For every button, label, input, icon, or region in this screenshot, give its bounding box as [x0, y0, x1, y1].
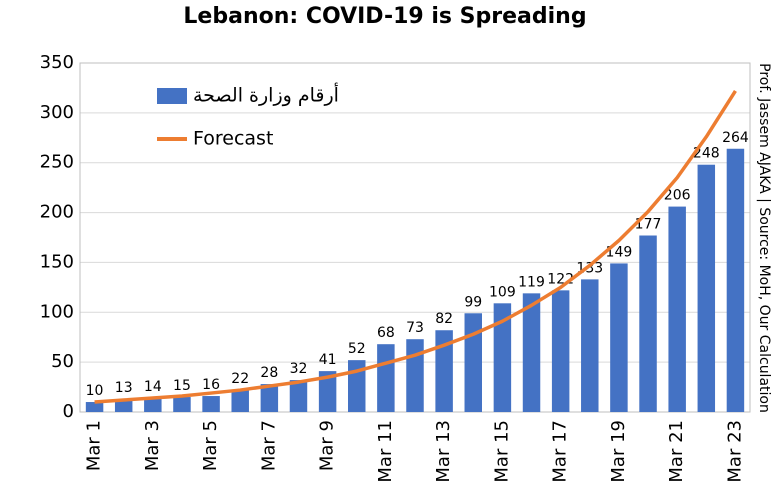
- x-tick-label: Mar 5: [200, 420, 221, 471]
- y-tick-label: 150: [40, 251, 74, 272]
- bar: [173, 397, 191, 412]
- legend-label: Forecast: [193, 128, 273, 150]
- x-tick-label: Mar 1: [84, 420, 105, 471]
- value-label: 109: [489, 284, 516, 300]
- y-tick-label: 50: [51, 351, 74, 372]
- y-tick-label: 350: [40, 52, 74, 73]
- bar: [668, 206, 686, 412]
- value-label: 22: [231, 371, 249, 387]
- value-label: 16: [202, 377, 220, 393]
- bar: [551, 290, 570, 412]
- value-label: 206: [664, 188, 691, 204]
- bar: [318, 371, 337, 412]
- bar: [522, 293, 541, 412]
- x-tick-label: Mar 13: [433, 420, 454, 483]
- bar: [114, 399, 133, 412]
- value-label: 68: [377, 325, 395, 341]
- legend-label: أرقام وزارة الصحة: [193, 83, 339, 107]
- bar: [464, 313, 482, 412]
- bar: [581, 279, 599, 412]
- y-tick-label: 250: [40, 152, 74, 173]
- value-label: 13: [115, 380, 133, 396]
- value-label: 248: [693, 146, 720, 162]
- value-label: 264: [722, 130, 749, 146]
- x-tick-label: Mar 9: [317, 420, 338, 471]
- bar: [260, 384, 279, 412]
- x-tick-label: Mar 7: [258, 420, 279, 471]
- value-label: 82: [435, 311, 453, 327]
- bar: [610, 263, 628, 412]
- value-label: 10: [86, 383, 104, 399]
- value-label: 73: [406, 320, 424, 336]
- y-tick-label: 300: [40, 102, 74, 123]
- y-tick-label: 200: [40, 202, 74, 223]
- x-tick-label: Mar 15: [491, 420, 512, 483]
- value-label: 99: [464, 294, 482, 310]
- legend-swatch: [157, 88, 187, 104]
- y-tick-label: 0: [63, 401, 74, 422]
- value-label: 41: [319, 352, 337, 368]
- value-label: 15: [173, 378, 191, 394]
- bar: [406, 339, 424, 412]
- value-label: 32: [290, 361, 308, 377]
- bar: [85, 402, 104, 412]
- bar: [435, 330, 453, 412]
- x-tick-label: Mar 21: [666, 420, 687, 483]
- x-tick-label: Mar 17: [550, 420, 571, 483]
- side-note: Prof. Jassem AJAKA | Source: MoH, Our Ca…: [756, 63, 772, 413]
- x-tick-label: Mar 11: [375, 420, 396, 483]
- bar: [726, 148, 745, 413]
- bar: [639, 235, 657, 412]
- bar: [231, 390, 249, 412]
- value-label: 119: [518, 274, 545, 290]
- forecast-line: [94, 89, 737, 404]
- value-label: 14: [144, 379, 162, 395]
- x-tick-label: Mar 19: [608, 420, 629, 483]
- bar: [377, 344, 395, 412]
- x-tick-label: Mar 23: [724, 420, 745, 483]
- bar: [493, 303, 512, 412]
- y-tick-label: 100: [40, 301, 74, 322]
- x-tick-label: Mar 3: [142, 420, 163, 471]
- value-label: 52: [348, 341, 366, 357]
- bar: [144, 398, 162, 412]
- bar: [289, 380, 308, 412]
- bar: [202, 396, 220, 412]
- chart-title: Lebanon: COVID-19 is Spreading: [183, 4, 586, 29]
- value-label: 28: [260, 365, 278, 381]
- bar: [697, 164, 716, 412]
